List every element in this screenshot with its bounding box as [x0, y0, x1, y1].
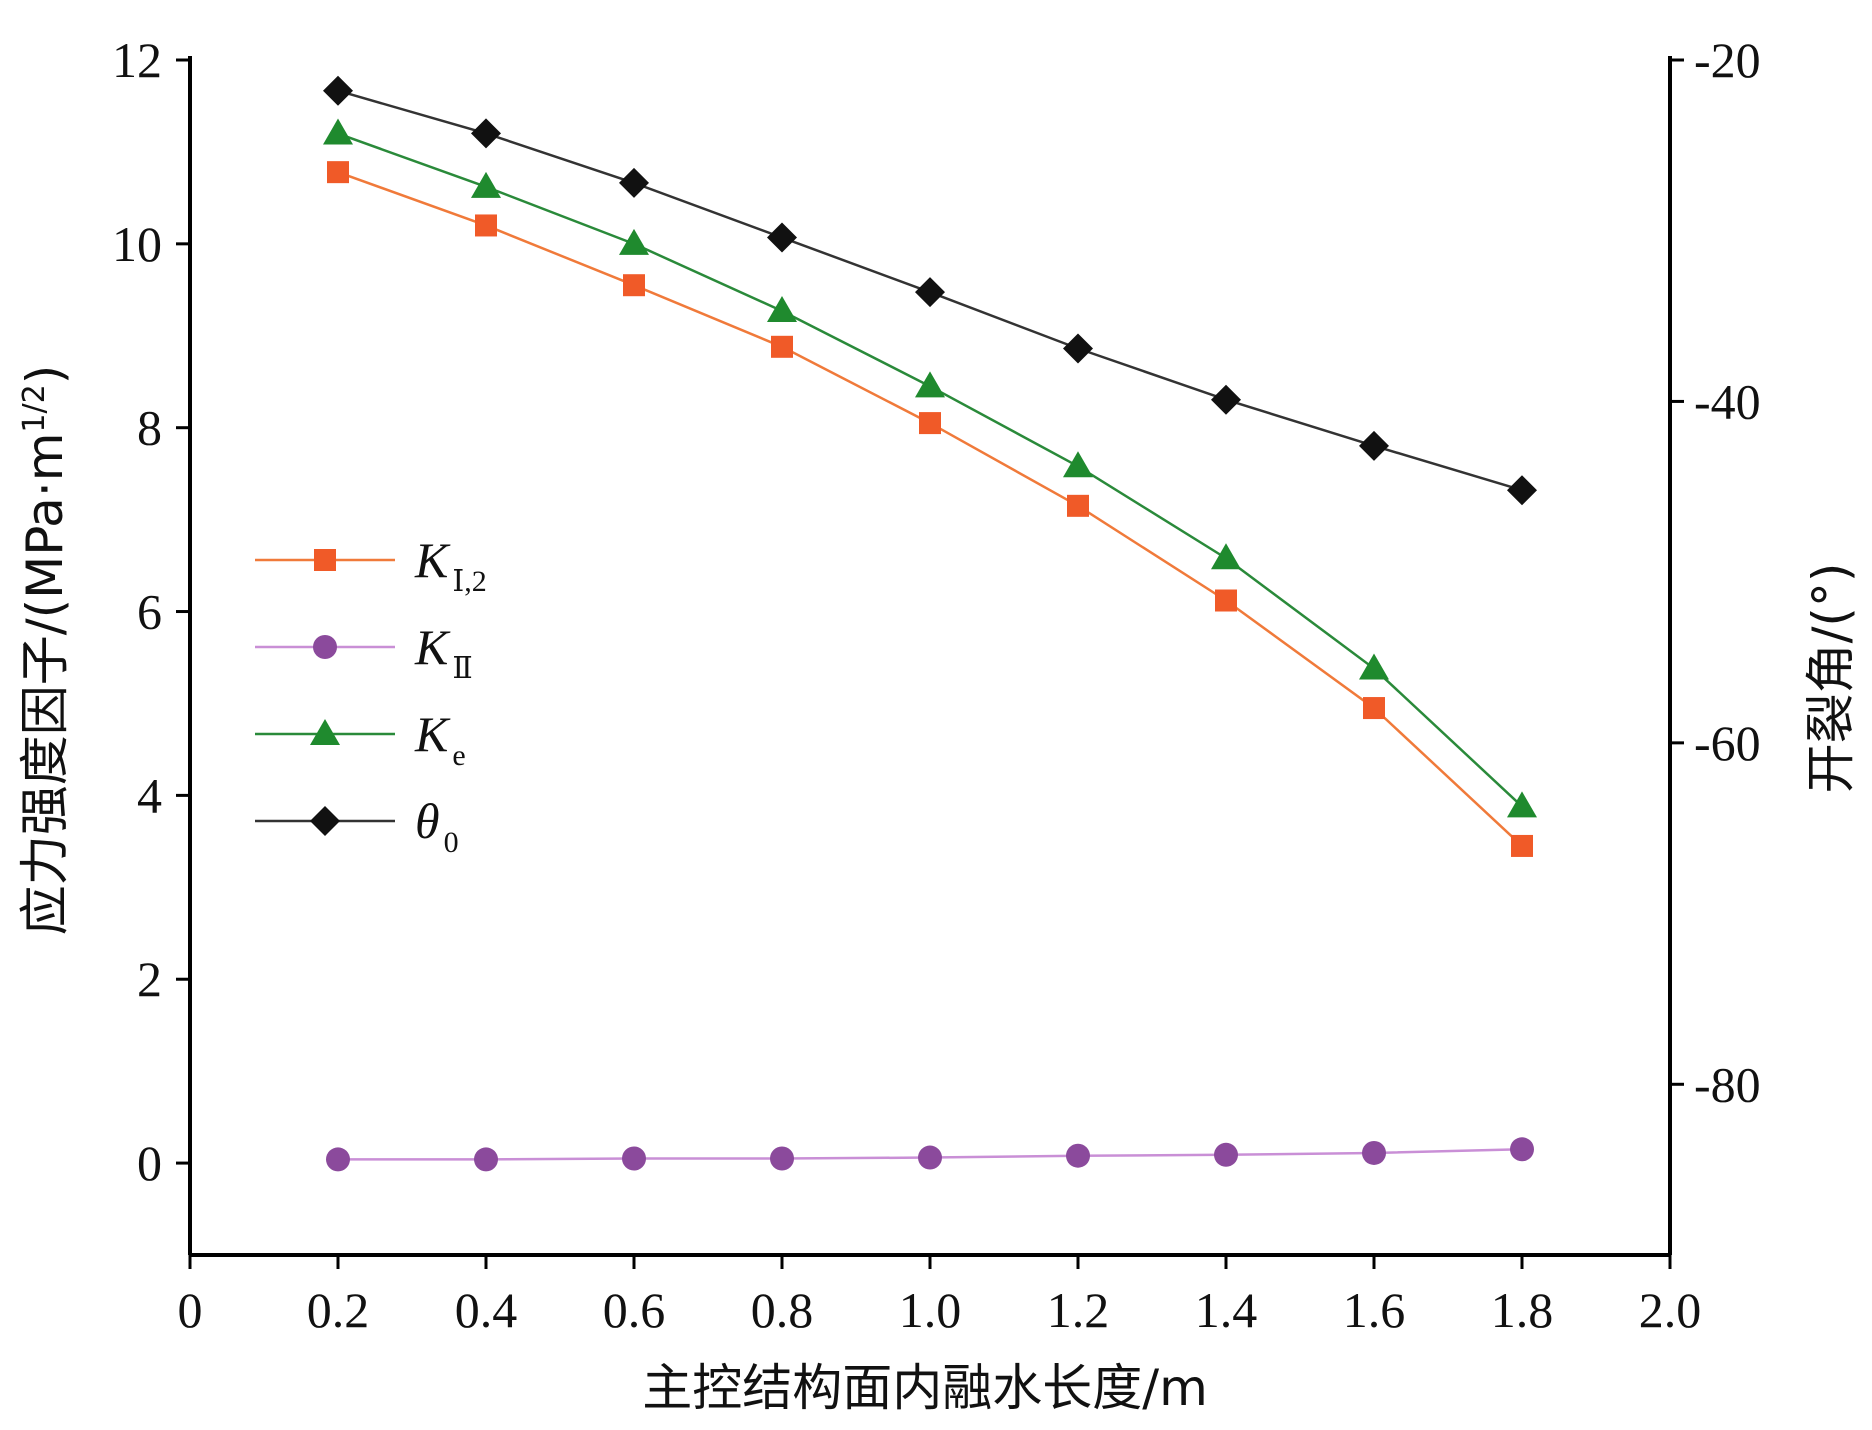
data-point — [1510, 1137, 1534, 1162]
series-triangle — [323, 118, 1537, 818]
y-axis-title-sup: 1/2 — [17, 384, 52, 432]
data-point — [1362, 1140, 1386, 1165]
y-tick-label: 0 — [137, 1135, 162, 1191]
data-point — [915, 277, 945, 308]
data-point — [1511, 834, 1533, 857]
series-square — [327, 161, 1533, 857]
x-tick-label: 1.0 — [899, 1282, 962, 1338]
y2-axis-title: 开裂角/(°) — [1802, 563, 1860, 794]
data-point — [475, 214, 497, 237]
x-tick-label: 2.0 — [1639, 1282, 1702, 1338]
data-point — [323, 118, 353, 145]
legend-label-main: K — [414, 706, 451, 762]
data-point — [1211, 384, 1241, 415]
series-circle — [326, 1137, 1534, 1172]
legend-marker — [314, 549, 336, 571]
data-point — [326, 1147, 350, 1172]
legend-label: K Ⅰ,2 — [414, 532, 487, 598]
x-tick-label: 0.2 — [307, 1282, 370, 1338]
x-axis-title: 主控结构面内融水长度/m — [642, 1359, 1208, 1417]
data-point — [1507, 791, 1537, 818]
data-point — [770, 1146, 794, 1171]
svg-text:应力强度因子/(MPa·m1/2): 应力强度因子/(MPa·m1/2) — [16, 365, 74, 935]
y2-tick-label: -40 — [1694, 373, 1761, 429]
data-point — [767, 222, 797, 253]
legend-label-main: θ — [415, 793, 440, 849]
y2-tick-label: -80 — [1694, 1056, 1761, 1112]
legend-label-sub: Ⅰ,2 — [452, 565, 486, 598]
data-point — [622, 1146, 646, 1171]
data-point — [323, 75, 353, 106]
y-tick-label: 8 — [137, 400, 162, 456]
data-point — [1211, 543, 1241, 570]
y-tick-label: 2 — [137, 951, 162, 1007]
y-tick-label: 6 — [137, 584, 162, 640]
data-point — [1066, 1143, 1090, 1168]
x-tick-label: 1.4 — [1195, 1282, 1258, 1338]
data-point — [918, 1145, 942, 1170]
data-point — [1067, 494, 1089, 517]
x-tick-label: 0.8 — [751, 1282, 814, 1338]
series-group — [323, 75, 1537, 1172]
series-line — [337, 132, 1523, 808]
data-point — [919, 412, 941, 435]
legend-label-sub: Ⅱ — [452, 652, 472, 685]
data-point — [471, 118, 501, 149]
legend-label-sub: e — [452, 739, 465, 772]
legend-item: K Ⅰ,2 — [255, 532, 487, 598]
legend-label-main: K — [414, 619, 451, 675]
data-point — [1359, 653, 1389, 680]
x-tick-label: 0.6 — [603, 1282, 666, 1338]
x-tick-label: 0.4 — [455, 1282, 518, 1338]
y-axis-title-main: 应力强度因子/(MPa·m — [16, 433, 74, 936]
data-point — [623, 274, 645, 297]
data-point — [1214, 1142, 1238, 1167]
data-point — [474, 1147, 498, 1172]
data-point — [1363, 697, 1385, 720]
data-point — [471, 171, 501, 198]
x-tick-label: 0 — [178, 1282, 203, 1338]
x-tick-label: 1.2 — [1047, 1282, 1110, 1338]
data-point — [619, 167, 649, 198]
x-tick-label: 1.8 — [1491, 1282, 1554, 1338]
y-tick-label: 12 — [112, 32, 162, 88]
y-axis-title: 应力强度因子/(MPa·m1/2) — [16, 365, 74, 935]
data-point — [767, 295, 797, 322]
legend-label-main: K — [414, 532, 451, 588]
data-point — [1215, 589, 1237, 612]
data-point — [915, 371, 945, 398]
y2-tick-label: -60 — [1694, 715, 1761, 771]
y-tick-label: 10 — [112, 216, 162, 272]
legend-marker — [310, 806, 340, 836]
legend-marker — [313, 635, 337, 659]
y-axis-title-close: ) — [16, 365, 74, 385]
y-tick-label: 4 — [137, 767, 162, 823]
series-diamond — [323, 75, 1537, 506]
y2-tick-label: -20 — [1694, 32, 1761, 88]
legend-label-sub: 0 — [444, 826, 459, 859]
data-point — [771, 335, 793, 358]
x-tick-label: 1.6 — [1343, 1282, 1406, 1338]
legend: K Ⅰ,2K ⅡK eθ 0 — [255, 532, 487, 859]
data-point — [327, 161, 349, 184]
data-point — [1063, 451, 1093, 478]
data-point — [619, 228, 649, 255]
data-point — [1507, 475, 1537, 506]
data-point — [1063, 333, 1093, 364]
legend-marker — [310, 719, 340, 745]
data-point — [1359, 430, 1389, 461]
series-line — [337, 170, 1523, 847]
axes-group: 0 0.2 0.4 0.6 0.8 1.0 1.2 1.4 1.6 1.8 2.0 0 2 4 6 8 10 12… — [112, 32, 1761, 1338]
